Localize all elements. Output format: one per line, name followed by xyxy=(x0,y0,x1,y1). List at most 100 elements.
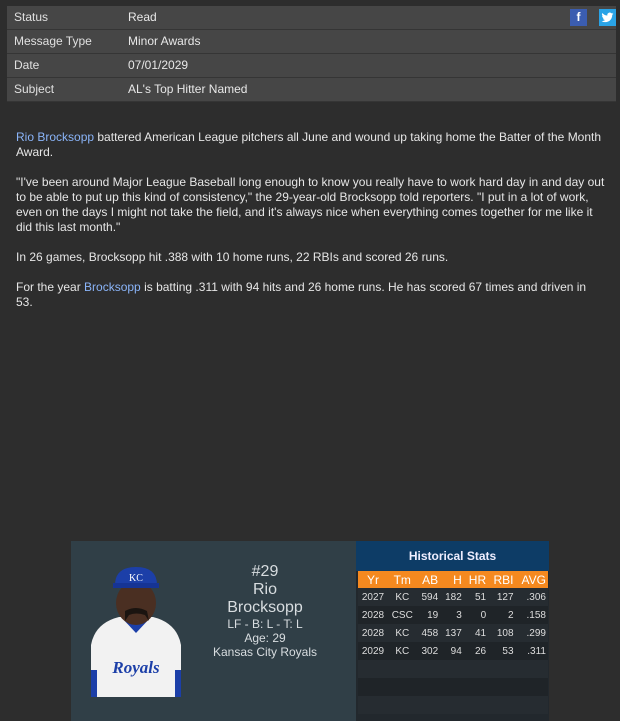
column-header[interactable]: Tm xyxy=(387,571,417,588)
table-cell: 594 xyxy=(416,588,441,606)
player-last-name[interactable]: Brocksopp xyxy=(227,599,303,616)
paragraph: "I've been around Major League Baseball … xyxy=(16,175,605,234)
table-row xyxy=(358,696,548,714)
cap-logo: KC xyxy=(129,573,143,584)
table-cell: CSC xyxy=(387,606,417,624)
text: is batting .311 with 94 hits and 26 home… xyxy=(16,280,587,309)
table-cell: 127 xyxy=(488,588,516,606)
table-cell: 137 xyxy=(440,624,464,642)
table-cell xyxy=(515,660,548,678)
table-cell: .299 xyxy=(515,624,548,642)
table-cell: .158 xyxy=(515,606,548,624)
table-cell: 2 xyxy=(488,606,516,624)
table-cell: .311 xyxy=(515,642,548,660)
table-cell: 302 xyxy=(416,642,441,660)
table-cell xyxy=(463,660,489,678)
column-header[interactable]: AVG xyxy=(515,571,548,588)
table-cell: 182 xyxy=(440,588,464,606)
table-row: 2027 KC 594 182 51 127.306 xyxy=(358,588,548,606)
header-row-date: Date 07/01/2029 xyxy=(7,54,616,78)
table-cell xyxy=(440,678,464,696)
player-team: Kansas City Royals xyxy=(212,645,318,659)
historical-stats-panel: Historical Stats Yr Tm AB H HR RBI AVG 2027 KC 5… xyxy=(356,541,549,721)
table-cell xyxy=(358,696,388,714)
stats-title: Historical Stats xyxy=(356,541,549,571)
player-link[interactable]: Brocksopp xyxy=(84,280,141,294)
table-cell: 2028 xyxy=(358,606,388,624)
table-cell: 2029 xyxy=(358,642,388,660)
message-header: Status Read f Message Type Minor Awards Da… xyxy=(7,6,616,102)
table-cell xyxy=(416,696,441,714)
table-cell: 0 xyxy=(463,606,489,624)
table-cell xyxy=(440,696,464,714)
column-header[interactable]: RBI xyxy=(488,571,516,588)
label: Status xyxy=(14,10,49,24)
player-link[interactable]: Rio Brocksopp xyxy=(16,130,95,144)
table-cell: 108 xyxy=(488,624,516,642)
table-row xyxy=(358,660,548,678)
table-cell xyxy=(488,696,516,714)
stats-table: Yr Tm AB H HR RBI AVG 2027 KC 594 182 51 127.306 202… xyxy=(358,571,548,714)
table-cell: KC xyxy=(387,588,417,606)
column-header[interactable]: Yr xyxy=(358,571,388,588)
player-position: LF - B: L - T: L xyxy=(227,617,303,631)
table-cell xyxy=(488,678,516,696)
player-photo[interactable]: KC Royals xyxy=(91,565,181,697)
table-cell: KC xyxy=(387,642,417,660)
player-first-name[interactable]: Rio xyxy=(252,581,277,598)
paragraph: In 26 games, Brocksopp hit .388 with 10 … xyxy=(16,250,449,264)
table-cell xyxy=(463,678,489,696)
table-cell: 53 xyxy=(488,642,516,660)
value: AL's Top Hitter Named xyxy=(128,82,248,96)
table-cell xyxy=(488,660,516,678)
table-cell xyxy=(358,660,388,678)
jersey-text: Royals xyxy=(111,658,160,677)
table-cell xyxy=(416,678,441,696)
table-row: 2028 KC 458 137 41 108.299 xyxy=(358,624,548,642)
table-cell: .306 xyxy=(515,588,548,606)
column-header[interactable]: AB xyxy=(416,571,441,588)
table-row xyxy=(358,678,548,696)
text: For the year xyxy=(16,280,85,294)
table-cell xyxy=(387,660,417,678)
column-header[interactable]: H xyxy=(440,571,464,588)
table-cell: 51 xyxy=(463,588,489,606)
player-info-panel: KC Royals #29 Rio Brocksopp LF - B: L - … xyxy=(71,541,356,721)
paragraph: For the year Brocksopp is batting .311 w… xyxy=(16,280,606,310)
table-cell: 458 xyxy=(416,624,441,642)
table-cell: 2028 xyxy=(358,624,388,642)
header-row-status: Status Read f xyxy=(7,6,616,30)
label: Message Type xyxy=(14,34,92,48)
header-row-subject: Subject AL's Top Hitter Named xyxy=(7,78,616,102)
header-row-type: Message Type Minor Awards xyxy=(7,30,616,54)
player-age: Age: 29 xyxy=(244,631,286,645)
value: 07/01/2029 xyxy=(128,58,189,72)
twitter-icon[interactable] xyxy=(599,9,616,26)
table-cell: 19 xyxy=(416,606,441,624)
label: Date xyxy=(14,58,40,72)
table-cell: 26 xyxy=(463,642,489,660)
table-cell xyxy=(515,696,548,714)
table-cell xyxy=(387,696,417,714)
table-cell xyxy=(416,660,441,678)
value: Minor Awards xyxy=(128,34,201,48)
table-cell: 41 xyxy=(463,624,489,642)
player-card: KC Royals #29 Rio Brocksopp LF - B: L - … xyxy=(71,541,549,721)
table-cell: 2027 xyxy=(358,588,388,606)
table-cell xyxy=(387,678,417,696)
table-cell: KC xyxy=(387,624,417,642)
text: battered American League pitchers all Ju… xyxy=(16,130,602,159)
player-details: #29 Rio Brocksopp LF - B: L - T: L Age: … xyxy=(191,563,339,659)
paragraph: Rio Brocksopp battered American League p… xyxy=(16,130,606,160)
table-cell: 3 xyxy=(440,606,464,624)
column-header[interactable]: HR xyxy=(463,571,489,588)
table-cell xyxy=(463,696,489,714)
player-number: #29 xyxy=(251,563,279,580)
table-cell xyxy=(358,678,388,696)
article-body: Rio Brocksopp battered American League p… xyxy=(16,130,606,325)
table-cell xyxy=(440,660,464,678)
facebook-icon[interactable]: f xyxy=(570,9,587,26)
table-cell xyxy=(515,678,548,696)
table-row: 2028 CSC 19 3 0 2.158 xyxy=(358,606,548,624)
table-row: 2029 KC 302 94 26 53.311 xyxy=(358,642,548,660)
